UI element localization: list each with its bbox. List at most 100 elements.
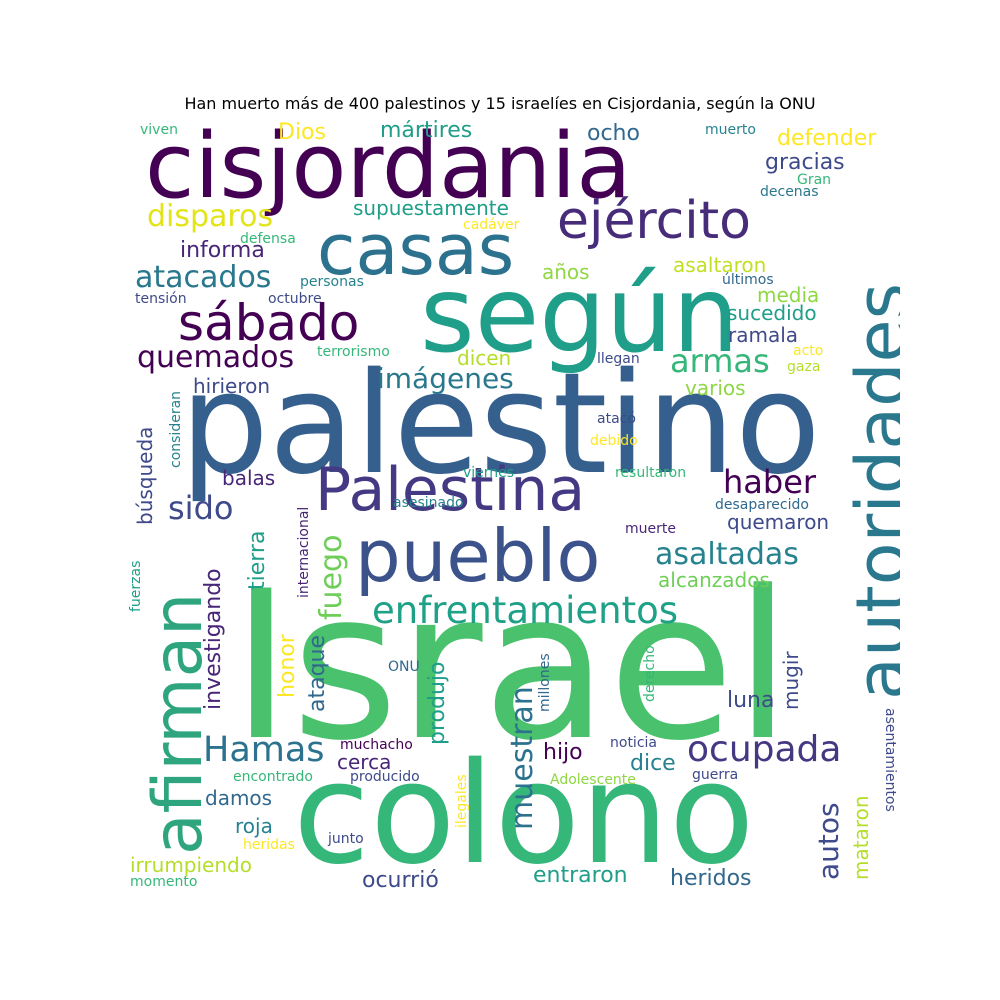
word-noticia: noticia <box>610 735 657 751</box>
word-mugir: mugir <box>779 651 803 710</box>
word-heridas: heridas <box>243 837 295 853</box>
word-internacional: internacional <box>296 506 312 598</box>
word-heridos: heridos <box>670 866 752 891</box>
word-decenas: decenas <box>760 184 819 200</box>
word-muchacho: muchacho <box>340 737 413 753</box>
word-octubre: octubre <box>268 291 322 307</box>
word-personas: personas <box>300 274 364 290</box>
word-varios: varios <box>685 376 746 400</box>
word-palestino: palestino <box>180 343 821 506</box>
word-ilegales: ilegales <box>454 774 470 828</box>
word-segun: según <box>420 254 740 376</box>
word-ultimos: últimos <box>722 272 774 288</box>
word-imagenes: imágenes <box>377 362 514 395</box>
word-defensa: defensa <box>240 231 296 247</box>
word-millones: millones <box>537 653 553 712</box>
word-busqueda: búsqueda <box>133 426 157 525</box>
word-muerte: muerte <box>625 521 676 537</box>
word-acto: acto <box>793 343 824 359</box>
word-debido: debido <box>590 433 638 449</box>
word-pueblo: pueblo <box>355 514 601 598</box>
word-cadaver: cadáver <box>463 217 520 233</box>
word-investigando: investigando <box>201 568 226 710</box>
word-tension: tensión <box>135 291 187 307</box>
word-honor: honor <box>275 634 300 698</box>
word-ataco: atacó <box>597 411 636 427</box>
word-sido: sido <box>168 489 234 527</box>
word-quemaron: quemaron <box>727 510 830 534</box>
word-hamas: Hamas <box>203 730 325 770</box>
word-produjo: produjo <box>425 661 450 745</box>
word-israel: Israel <box>231 548 792 786</box>
word-momento: momento <box>130 874 198 890</box>
word-mataron: mataron <box>849 795 873 880</box>
word-sucedido: sucedido <box>727 301 817 325</box>
word-enfrentamientos: enfrentamientos <box>372 589 678 632</box>
word-autoridades: autoridades <box>841 282 900 700</box>
word-fuerzas: fuerzas <box>128 560 144 612</box>
word-martires: mártires <box>380 120 473 143</box>
word-consideran: consideran <box>168 390 184 468</box>
word-asesinado: asesinado <box>393 495 464 511</box>
word-armas: armas <box>670 342 770 380</box>
word-ejercito: ejército <box>557 191 751 251</box>
word-irrumpiendo: irrumpiendo <box>130 853 252 877</box>
word-llegan: llegan <box>597 351 640 367</box>
word-ocupada: ocupada <box>687 729 842 770</box>
word-haber: haber <box>723 463 817 501</box>
word-hirieron: hirieron <box>193 374 271 398</box>
word-roja: roja <box>235 814 273 838</box>
word-muerto: muerto <box>705 122 756 138</box>
word-colono: colono <box>293 733 755 895</box>
word-dicen: dicen <box>457 346 512 370</box>
word-ataque: ataque <box>305 634 330 712</box>
word-dice: dice <box>630 751 676 776</box>
word-derecho: derecho <box>642 645 658 702</box>
word-asaltadas: asaltadas <box>655 537 799 572</box>
word-producido: producido <box>350 769 420 785</box>
page-title: Han muerto más de 400 palestinos y 15 is… <box>184 94 816 113</box>
word-terrorismo: terrorismo <box>317 344 390 360</box>
word-asentamientos: asentamientos <box>882 708 898 812</box>
word-atacados: atacados <box>135 260 272 295</box>
word-alcanzados: alcanzados <box>658 568 770 592</box>
word-encontrado: encontrado <box>233 769 313 785</box>
word-onu: ONU <box>388 659 420 675</box>
word-informa: informa <box>180 238 265 263</box>
word-cisjordania: cisjordania <box>145 120 632 219</box>
word-muestran: muestran <box>505 686 540 830</box>
word-palestina: Palestina <box>315 455 586 525</box>
word-balas: balas <box>222 466 276 490</box>
word-cloud: Israel colono palestino según cisjordani… <box>125 120 900 895</box>
word-disparos: disparos <box>147 199 274 234</box>
word-viven: viven <box>140 122 178 138</box>
word-resultaron: resultaron <box>615 465 687 481</box>
word-damos: damos <box>205 786 273 810</box>
word-anos: años <box>542 260 590 284</box>
word-junto: junto <box>328 831 364 847</box>
word-adolescente: Adolescente <box>550 772 636 788</box>
word-media: media <box>757 283 820 307</box>
word-defender: defender <box>777 126 877 151</box>
word-luna: luna <box>727 688 775 713</box>
word-dios: Dios <box>278 120 326 145</box>
word-ocurrio: ocurrió <box>362 868 439 893</box>
word-cerca: cerca <box>337 750 392 774</box>
word-asaltaron: asaltaron <box>673 253 767 277</box>
word-sabado: sábado <box>178 294 360 352</box>
word-fuego: fuego <box>314 534 349 620</box>
word-gaza: gaza <box>787 359 821 375</box>
word-guerra: guerra <box>692 767 739 783</box>
word-ocho: ocho <box>587 121 640 146</box>
word-casas: casas <box>317 209 515 291</box>
word-quemados: quemados <box>137 340 295 375</box>
word-gran: Gran <box>797 172 832 188</box>
word-supuestamente: supuestamente <box>353 196 509 220</box>
word-tierra: tierra <box>245 530 270 590</box>
word-desaparecido: desaparecido <box>715 497 809 513</box>
word-ramala: ramala <box>728 323 799 347</box>
word-viernes: viernes <box>463 465 515 481</box>
word-hijo: hijo <box>543 740 583 765</box>
word-gracias: gracias <box>765 150 845 175</box>
word-entraron: entraron <box>533 863 628 888</box>
